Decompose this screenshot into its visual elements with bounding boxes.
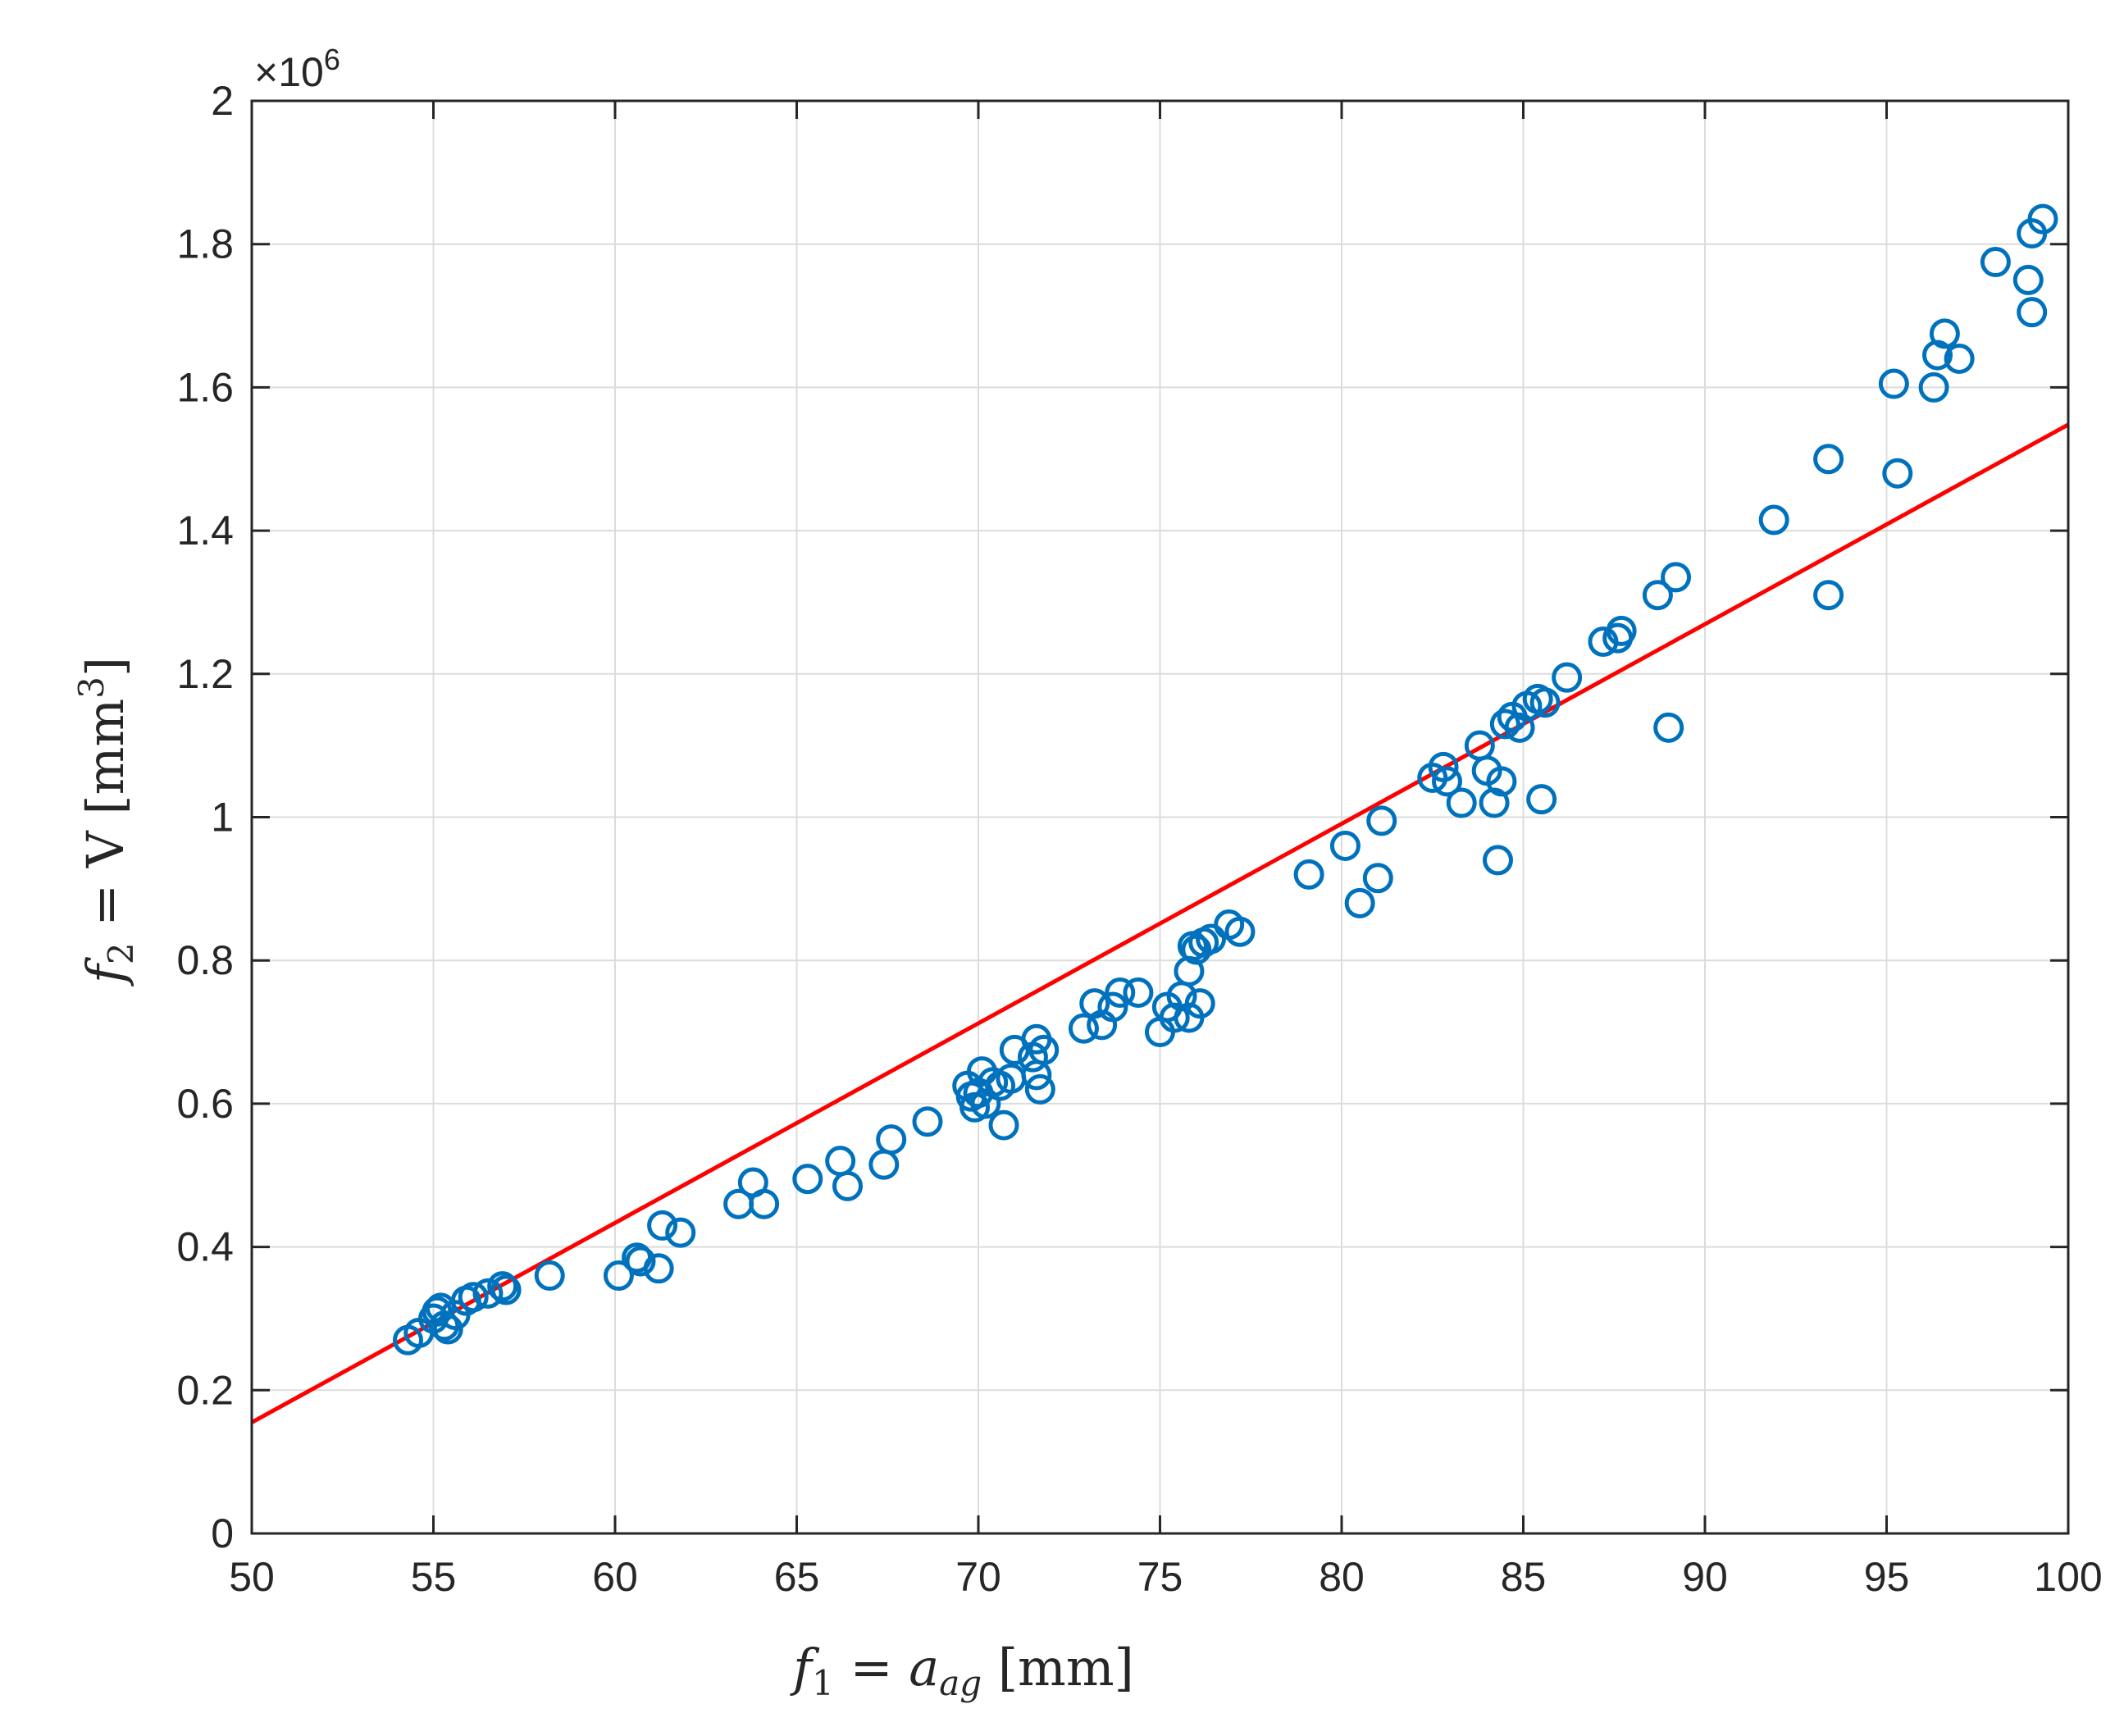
data-point bbox=[988, 1109, 1019, 1141]
data-point bbox=[643, 1253, 674, 1284]
data-point bbox=[1529, 687, 1561, 718]
y-axis-title: f2 = V [mm3] bbox=[71, 657, 141, 986]
data-point bbox=[1489, 709, 1520, 740]
y-tick-label: 0.6 bbox=[176, 1081, 234, 1127]
y-exponent-label: ×106 bbox=[254, 43, 340, 96]
data-point bbox=[876, 1124, 907, 1155]
y-tick-label: 0.8 bbox=[176, 937, 234, 983]
y-exponent-base: ×10 bbox=[254, 49, 324, 95]
data-point bbox=[1944, 343, 1975, 374]
data-point bbox=[1918, 371, 1949, 403]
data-point bbox=[1882, 458, 1913, 489]
data-points bbox=[392, 203, 2058, 1356]
y-tick-label: 2 bbox=[211, 78, 234, 124]
data-point bbox=[1813, 444, 1844, 475]
data-point bbox=[1486, 766, 1517, 797]
data-point bbox=[625, 1246, 656, 1277]
y-tick-label: 0.4 bbox=[176, 1224, 234, 1270]
data-point bbox=[1642, 580, 1673, 611]
x-tick-label: 90 bbox=[1682, 1554, 1728, 1600]
data-point bbox=[1329, 830, 1361, 861]
data-point bbox=[1344, 887, 1375, 918]
x-title-unit: [mm] bbox=[982, 1638, 1134, 1697]
data-point bbox=[2027, 203, 2058, 235]
data-point bbox=[1196, 923, 1227, 955]
y-tick-labels: 0 0.2 0.4 0.6 0.8 1 1.2 1.4 1.6 1.8 2 bbox=[176, 78, 234, 1556]
data-point bbox=[472, 1278, 504, 1309]
data-point bbox=[2012, 264, 2044, 295]
data-point bbox=[792, 1164, 823, 1195]
y-tick-label: 1.2 bbox=[176, 651, 234, 697]
data-point bbox=[1105, 977, 1136, 1009]
x-tick-label: 70 bbox=[955, 1554, 1001, 1600]
y-tick-label: 0.2 bbox=[176, 1367, 234, 1413]
x-tick-label: 55 bbox=[411, 1554, 457, 1600]
data-point bbox=[432, 1314, 463, 1345]
data-point bbox=[603, 1260, 634, 1292]
x-title-a: = a bbox=[834, 1638, 939, 1697]
data-point bbox=[1293, 859, 1324, 890]
data-point bbox=[1878, 368, 1909, 399]
data-point bbox=[1123, 977, 1154, 1009]
x-axis-title: f1 = aag [mm] bbox=[790, 1638, 1134, 1703]
data-point bbox=[1366, 805, 1397, 836]
x-tick-label: 95 bbox=[1864, 1554, 1910, 1600]
data-point bbox=[1024, 1073, 1055, 1105]
x-tick-label: 75 bbox=[1137, 1554, 1183, 1600]
data-point bbox=[2017, 297, 2048, 328]
data-point bbox=[487, 1271, 518, 1302]
fit-line-group bbox=[250, 422, 2070, 1424]
x-title-sub-ag: ag bbox=[939, 1663, 982, 1703]
data-point bbox=[1184, 988, 1215, 1019]
data-point bbox=[1362, 863, 1393, 894]
y-tick-label: 1.4 bbox=[176, 508, 234, 554]
x-tick-label: 60 bbox=[592, 1554, 638, 1600]
data-point bbox=[1606, 615, 1637, 646]
y-tick-label: 0 bbox=[211, 1510, 234, 1556]
data-point bbox=[1552, 662, 1583, 693]
y-tick-label: 1 bbox=[211, 795, 234, 841]
data-point bbox=[1482, 845, 1513, 876]
x-tick-label: 100 bbox=[2034, 1554, 2102, 1600]
y-title-sub2: 2 bbox=[101, 942, 141, 964]
data-point bbox=[1653, 712, 1684, 743]
data-point bbox=[1813, 580, 1844, 611]
tick-marks bbox=[250, 99, 2070, 1535]
y-title-close: ] bbox=[75, 657, 135, 677]
data-point bbox=[1661, 562, 1692, 593]
data-point bbox=[912, 1106, 943, 1137]
data-point bbox=[647, 1210, 678, 1241]
y-exponent-power: 6 bbox=[324, 43, 340, 76]
data-point bbox=[749, 1188, 780, 1219]
data-point bbox=[1526, 784, 1557, 815]
data-point bbox=[1929, 318, 1960, 349]
data-point bbox=[1446, 787, 1477, 818]
y-title-v: = V [mm bbox=[75, 699, 135, 943]
data-point bbox=[832, 1170, 864, 1201]
data-point bbox=[1758, 504, 1789, 535]
x-tick-label: 80 bbox=[1319, 1554, 1365, 1600]
fit-line bbox=[250, 422, 2070, 1424]
x-title-sub1: 1 bbox=[812, 1663, 834, 1703]
data-point bbox=[1224, 916, 1256, 947]
data-point bbox=[1028, 1034, 1060, 1065]
data-point bbox=[1431, 766, 1462, 797]
x-tick-labels: 50 55 60 65 70 75 80 85 90 95 100 bbox=[229, 1554, 2103, 1600]
data-point bbox=[1068, 1013, 1099, 1044]
data-point bbox=[1428, 751, 1459, 782]
data-point bbox=[1980, 247, 2011, 278]
y-tick-label: 1.8 bbox=[176, 221, 234, 267]
data-point bbox=[1097, 991, 1128, 1023]
x-tick-label: 50 bbox=[229, 1554, 275, 1600]
data-point bbox=[458, 1282, 489, 1313]
data-point bbox=[490, 1274, 522, 1305]
x-tick-label: 65 bbox=[774, 1554, 820, 1600]
data-point bbox=[534, 1260, 565, 1292]
data-point bbox=[665, 1217, 696, 1248]
y-title-sup3: 3 bbox=[71, 677, 112, 699]
y-tick-label: 1.6 bbox=[176, 364, 234, 410]
x-tick-label: 85 bbox=[1501, 1554, 1547, 1600]
